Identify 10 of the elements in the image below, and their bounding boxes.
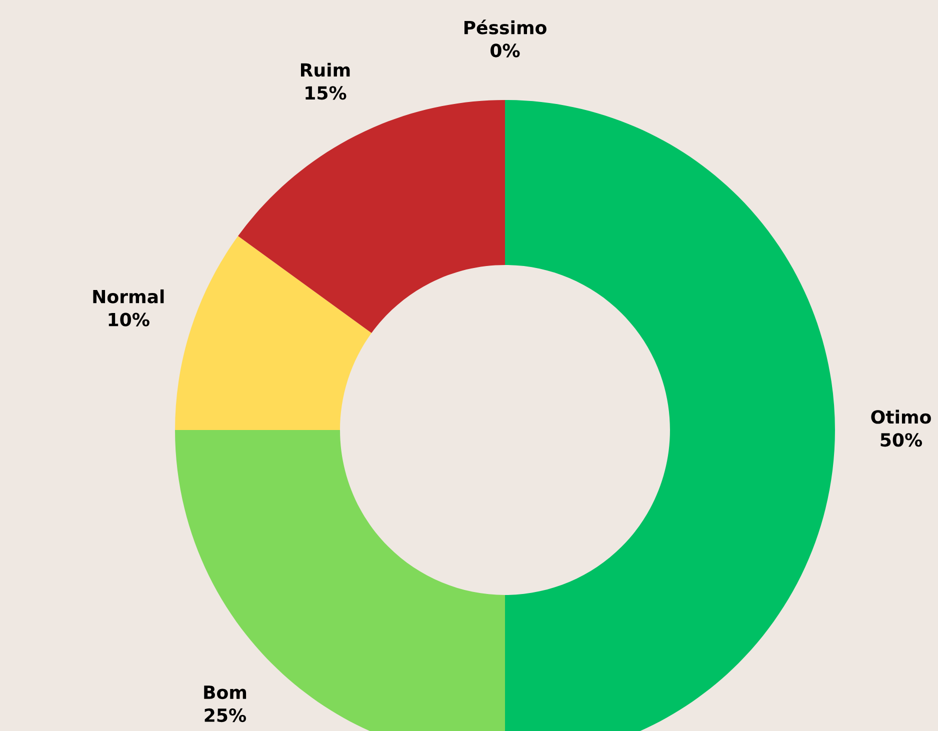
slice-label: Otimo <box>871 410 931 424</box>
text: 0% <box>490 44 520 58</box>
data-label: 15% <box>306 86 346 100</box>
slice-label: Normal <box>93 289 164 304</box>
data-label: 10% <box>108 312 150 326</box>
category-label: Péssimo <box>464 20 546 34</box>
data-label: 25% <box>204 708 246 722</box>
slice-label: Bom <box>204 686 246 700</box>
data-label: 50% <box>880 433 922 447</box>
slice-label: Ruim <box>301 62 350 77</box>
